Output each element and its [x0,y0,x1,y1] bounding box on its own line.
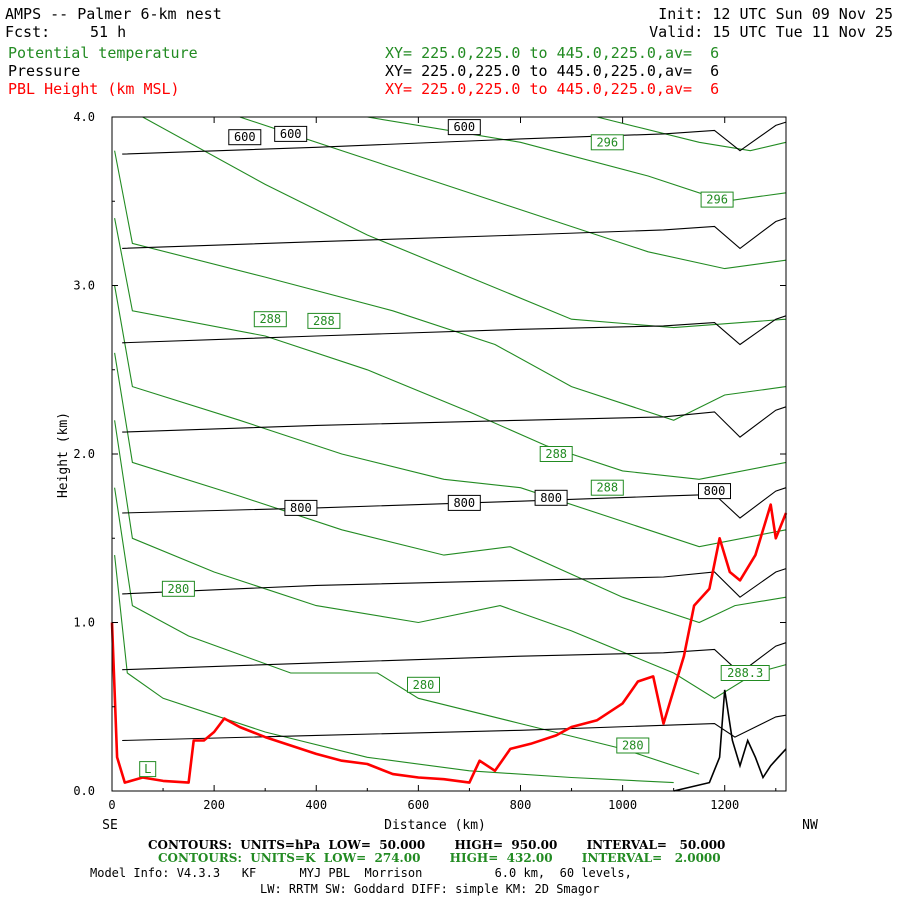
isobar-label-box [534,489,568,506]
theta-label: 288 [259,312,281,326]
legend-theta-xy: XY= 225.0,225.0 to 445.0,225.0,av= 6 [385,44,720,62]
theta-label-box [161,580,195,597]
theta-label: 280 [413,678,435,692]
forecast-value: 51 h [90,23,127,41]
isobar-850 [122,568,787,598]
footer-theta-contours: CONTOURS: UNITS=K LOW= 274.00 HIGH= 432.… [158,851,721,865]
x-axis-title: Distance (km) [384,818,486,833]
x-tick-label: 0 [108,798,115,812]
low-marker: L [144,762,151,776]
theta-isentrope-1 [114,487,700,775]
theta-label-box [590,479,624,496]
theta-isentrope-10 [596,116,787,152]
chart-title: AMPS -- Palmer 6-km nest [5,5,222,23]
low-marker-box [139,761,157,778]
footer-model-info: Model Info: V4.3.3 KF MYJ PBL Morrison 6… [90,866,632,880]
x-tick-label: 800 [510,798,532,812]
theta-label: 280 [622,739,644,753]
theta-isentrope-2 [114,420,787,699]
theta-isentrope-8 [239,116,787,270]
theta-label-box [590,134,624,151]
isobar-label: 800 [540,491,562,505]
legend-pressure-name: Pressure [8,62,81,80]
theta-isentrope-7 [142,116,787,329]
theta-label: 288 [596,481,618,495]
isobar-650 [122,217,787,250]
theta-label: 296 [706,193,728,207]
pbl-height-line [110,503,788,784]
isobar-label-box [447,494,481,511]
isobar-label-box [228,129,262,146]
theta-label-box [700,191,734,208]
theta-isentrope-5 [114,217,787,480]
theta-isentrope-9 [367,116,787,202]
theta-label-box [720,665,770,681]
isobar-label-box [274,125,308,142]
isobar-label-box [698,483,731,500]
isobar-750 [122,406,787,438]
isobar-label-box [284,499,318,516]
y-tick-label: 1.0 [73,616,95,630]
y-tick-label: 0.0 [73,784,95,798]
theta-label-box [539,446,573,462]
isobar-label: 600 [453,120,475,134]
x-tick-label: 600 [408,798,430,812]
footer-pressure-contours: CONTOURS: UNITS=hPa LOW= 50.000 HIGH= 95… [148,838,726,852]
legend-pbl-name: PBL Height (km MSL) [8,80,180,98]
theta-isentrope-3 [114,352,787,624]
forecast-label: Fcst: [5,23,51,41]
nw-end-label: NW [802,818,818,833]
isobar-950 [122,714,787,742]
theta-label: 288.3 [727,666,763,680]
valid-time: Valid: 15 UTC Tue 11 Nov 25 [649,23,893,41]
se-end-label: SE [102,818,118,833]
theta-label-box [407,676,440,693]
y-axis-title: Height (km) [56,412,71,498]
isobar-label: 800 [704,484,726,498]
y-tick-label: 3.0 [73,279,95,293]
legend-pbl-xy: XY= 225.0,225.0 to 445.0,225.0,av= 6 [385,80,720,98]
plot-frame [111,116,787,792]
isobar-600 [122,121,787,155]
isobar-label: 600 [280,127,302,141]
x-tick-label: 1000 [608,798,637,812]
isobar-900 [122,642,787,674]
isobar-800 [122,487,787,519]
footer-model-info-2: LW: RRTM SW: Goddard DIFF: simple KM: 2D… [260,882,600,896]
x-tick-label: 400 [305,798,327,812]
y-tick-label: 2.0 [73,447,95,461]
theta-label: 288 [545,447,567,461]
theta-label-box [253,311,287,328]
theta-label-box [616,737,650,754]
theta-label: 288 [313,314,335,328]
theta-isentrope-4 [114,285,787,548]
terrain-line [673,689,787,792]
legend-pressure-xy: XY= 225.0,225.0 to 445.0,225.0,av= 6 [385,62,720,80]
x-tick-label: 1200 [710,798,739,812]
isobar-700 [122,315,787,346]
x-tick-label: 200 [203,798,225,812]
theta-isentrope-6 [114,150,787,421]
theta-isentrope-0 [114,555,674,784]
y-tick-label: 4.0 [73,110,95,124]
theta-label: 296 [596,135,618,149]
legend-theta-name: Potential temperature [8,44,198,62]
isobar-label-box [447,119,481,136]
isobar-label: 600 [234,130,256,144]
isobar-label: 800 [453,496,475,510]
theta-label: 280 [168,582,190,596]
isobar-label: 800 [290,501,312,515]
theta-label-box [307,312,341,329]
init-time: Init: 12 UTC Sun 09 Nov 25 [658,5,893,23]
